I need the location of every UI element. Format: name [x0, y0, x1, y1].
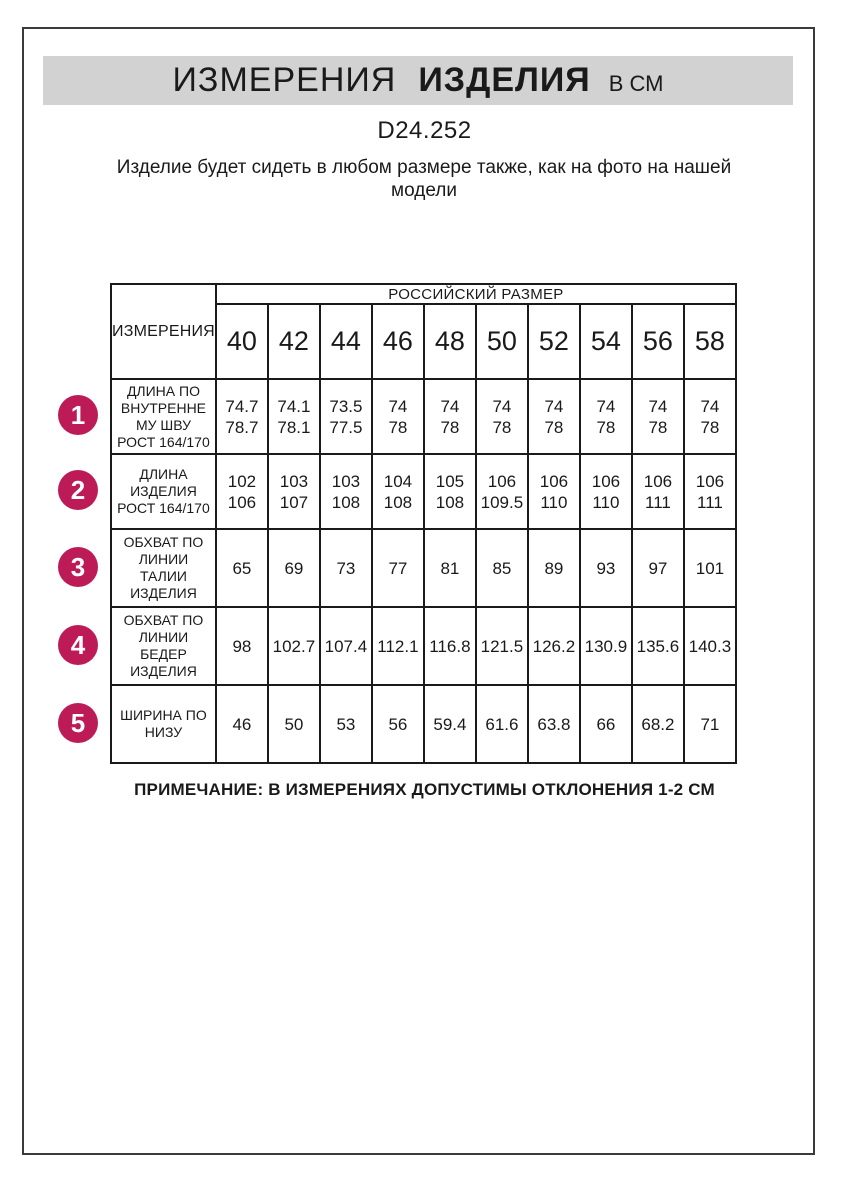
table-cell: 65: [214, 528, 269, 608]
table-cell: 50: [266, 684, 321, 764]
size-column-header: 42: [266, 303, 321, 380]
fit-description: Изделие будет сидеть в любом размере так…: [116, 157, 732, 201]
size-column-header: 48: [422, 303, 477, 380]
table-cell: 85: [474, 528, 529, 608]
table-cell: 107.4: [318, 606, 373, 686]
row-number-badge: 1: [58, 395, 98, 435]
table-cell: 63.8: [526, 684, 581, 764]
table-cell: 135.6: [630, 606, 685, 686]
row-number-badge: 5: [58, 703, 98, 743]
row-number-badge: 4: [58, 625, 98, 665]
table-cell: 46: [214, 684, 269, 764]
table-cell: 126.2: [526, 606, 581, 686]
table-row-bottom-width: ШИРИНА ПО НИЗУ 46 50 53 56 59.4 61.6 63.…: [110, 684, 737, 764]
size-table: ИЗМЕРЕНИЯ РОССИЙСКИЙ РАЗМЕР 40 42 44 46 …: [110, 283, 737, 764]
size-column-header: 40: [214, 303, 269, 380]
note-text: ПРИМЕЧАНИЕ: В ИЗМЕРЕНИЯХ ДОПУСТИМЫ ОТКЛО…: [134, 780, 715, 799]
table-cell: 71: [682, 684, 737, 764]
table-cell: 74 78: [474, 378, 529, 455]
page-title-measurements: ИЗМЕРЕНИЯ: [172, 61, 397, 99]
table-cell: 74 78: [682, 378, 737, 455]
row-label: ДЛИНА ПО ВНУТРЕННЕ МУ ШВУ РОСТ 164/170: [110, 378, 217, 455]
table-cell: 104 108: [370, 453, 425, 530]
table-cell: 74 78: [630, 378, 685, 455]
title-bar: ИЗМЕРЕНИЯ ИЗДЕЛИЯ В СМ: [43, 56, 793, 105]
table-cell: 130.9: [578, 606, 633, 686]
table-cell: 74.1 78.1: [266, 378, 321, 455]
table-row-inseam-length: ДЛИНА ПО ВНУТРЕННЕ МУ ШВУ РОСТ 164/170 7…: [110, 378, 737, 455]
table-cell: 74.7 78.7: [214, 378, 269, 455]
row-label: ОБХВАТ ПО ЛИНИИ БЕДЕР ИЗДЕЛИЯ: [110, 606, 217, 686]
table-cell: 89: [526, 528, 581, 608]
table-row-waist-girth: ОБХВАТ ПО ЛИНИИ ТАЛИИ ИЗДЕЛИЯ 65 69 73 7…: [110, 528, 737, 608]
table-cell: 81: [422, 528, 477, 608]
table-cell: 61.6: [474, 684, 529, 764]
table-cell: 74 78: [526, 378, 581, 455]
table-cell: 97: [630, 528, 685, 608]
size-column-header: 56: [630, 303, 685, 380]
row-label: ОБХВАТ ПО ЛИНИИ ТАЛИИ ИЗДЕЛИЯ: [110, 528, 217, 608]
table-cell: 106 109.5: [474, 453, 529, 530]
table-cell: 93: [578, 528, 633, 608]
table-header-size-group: РОССИЙСКИЙ РАЗМЕР: [214, 283, 737, 305]
table-cell: 103 108: [318, 453, 373, 530]
table-cell: 59.4: [422, 684, 477, 764]
table-cell: 102 106: [214, 453, 269, 530]
model-code: D24.252: [377, 117, 472, 144]
size-column-header: 52: [526, 303, 581, 380]
table-cell: 53: [318, 684, 373, 764]
size-column-header: 44: [318, 303, 373, 380]
table-cell: 116.8: [422, 606, 477, 686]
table-cell: 140.3: [682, 606, 737, 686]
page-title-product: ИЗДЕЛИЯ: [418, 61, 591, 99]
table-cell: 56: [370, 684, 425, 764]
table-cell: 105 108: [422, 453, 477, 530]
table-cell: 102.7: [266, 606, 321, 686]
table-cell: 106 110: [526, 453, 581, 530]
table-cell: 103 107: [266, 453, 321, 530]
table-cell: 98: [214, 606, 269, 686]
table-cell: 73: [318, 528, 373, 608]
table-cell: 66: [578, 684, 633, 764]
table-cell: 74 78: [578, 378, 633, 455]
size-column-header: 50: [474, 303, 529, 380]
table-row-item-length: ДЛИНА ИЗДЕЛИЯ РОСТ 164/170 102 106 103 1…: [110, 453, 737, 530]
table-cell: 68.2: [630, 684, 685, 764]
table-cell: 74 78: [370, 378, 425, 455]
table-cell: 73.5 77.5: [318, 378, 373, 455]
table-cell: 121.5: [474, 606, 529, 686]
table-header-measurements: ИЗМЕРЕНИЯ: [110, 283, 217, 380]
row-label: ДЛИНА ИЗДЕЛИЯ РОСТ 164/170: [110, 453, 217, 530]
page-title-units: В СМ: [608, 71, 664, 96]
table-cell: 106 111: [682, 453, 737, 530]
row-number-badge: 2: [58, 470, 98, 510]
row-label: ШИРИНА ПО НИЗУ: [110, 684, 217, 764]
table-cell: 74 78: [422, 378, 477, 455]
table-cell: 112.1: [370, 606, 425, 686]
table-cell: 106 111: [630, 453, 685, 530]
table-cell: 106 110: [578, 453, 633, 530]
row-number-badge: 3: [58, 547, 98, 587]
page-border-frame: [22, 27, 815, 1155]
table-row-hip-girth: ОБХВАТ ПО ЛИНИИ БЕДЕР ИЗДЕЛИЯ 98 102.7 1…: [110, 606, 737, 686]
table-cell: 69: [266, 528, 321, 608]
size-column-header: 54: [578, 303, 633, 380]
table-cell: 101: [682, 528, 737, 608]
size-column-header: 58: [682, 303, 737, 380]
size-column-header: 46: [370, 303, 425, 380]
table-cell: 77: [370, 528, 425, 608]
